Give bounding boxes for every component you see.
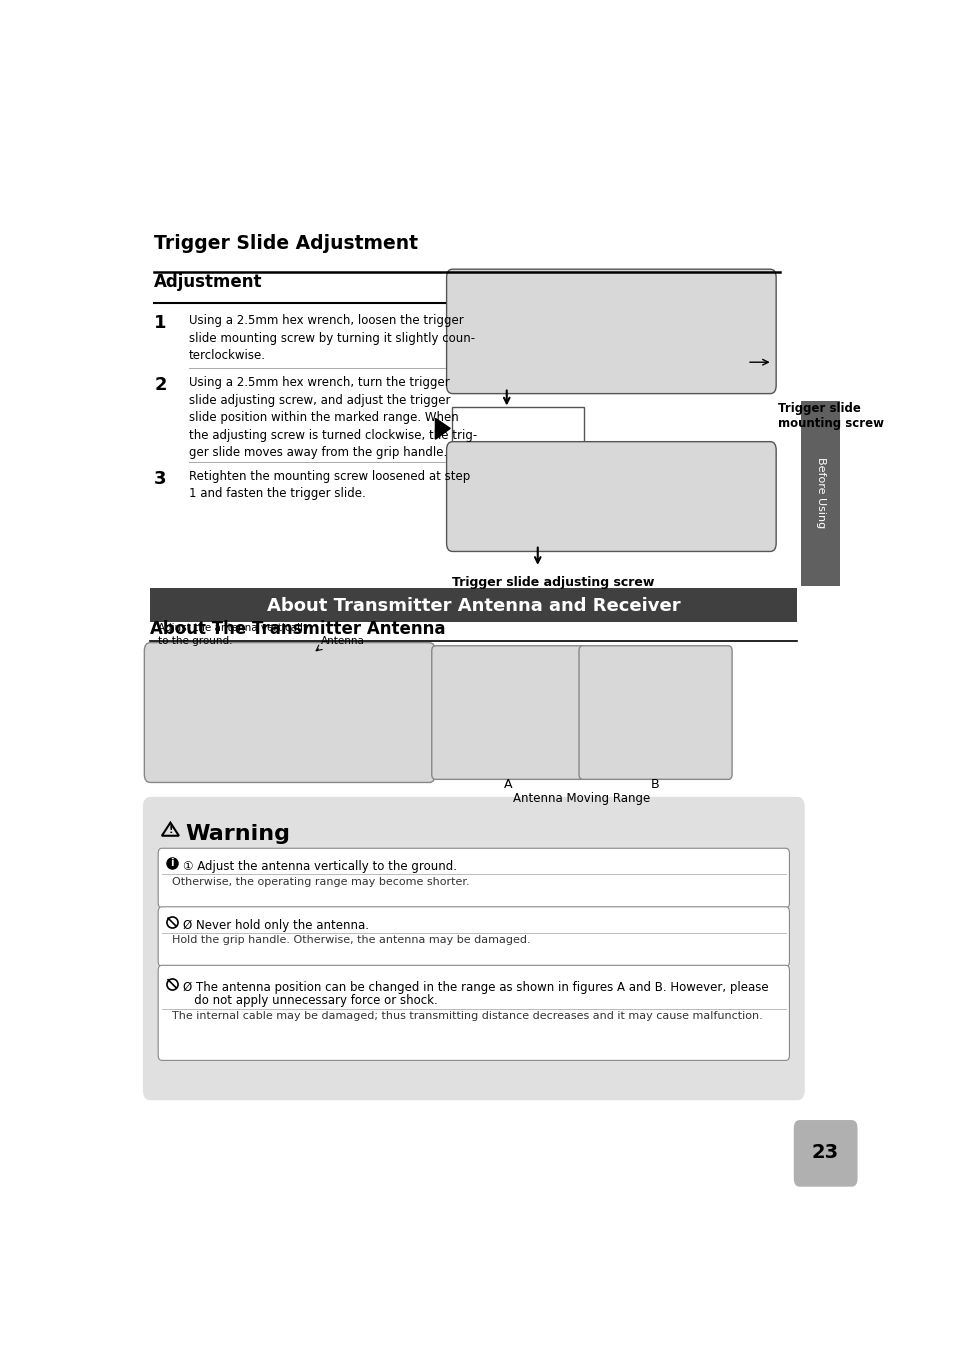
Text: Warning: Warning xyxy=(185,825,290,844)
Text: Ø Never hold only the antenna.: Ø Never hold only the antenna. xyxy=(183,919,369,931)
Text: B: B xyxy=(651,778,659,791)
Text: Before Using: Before Using xyxy=(815,458,824,529)
Text: Antenna Moving Range: Antenna Moving Range xyxy=(513,792,650,805)
Text: The internal cable may be damaged; thus transmitting distance decreases and it m: The internal cable may be damaged; thus … xyxy=(172,1011,761,1022)
Text: Otherwise, the operating range may become shorter.: Otherwise, the operating range may becom… xyxy=(172,876,469,887)
Text: About Transmitter Antenna and Receiver: About Transmitter Antenna and Receiver xyxy=(266,597,679,614)
FancyBboxPatch shape xyxy=(158,848,789,909)
FancyBboxPatch shape xyxy=(432,645,584,779)
Text: About The Transmitter Antenna: About The Transmitter Antenna xyxy=(150,620,445,637)
Text: ① Adjust the antenna vertically to the ground.: ① Adjust the antenna vertically to the g… xyxy=(183,860,456,872)
Text: do not apply unnecessary force or shock.: do not apply unnecessary force or shock. xyxy=(183,995,437,1007)
Text: Trigger Slide Adjustment: Trigger Slide Adjustment xyxy=(154,234,417,252)
FancyBboxPatch shape xyxy=(158,907,789,967)
Text: 2: 2 xyxy=(154,377,167,394)
Text: Ø The antenna position can be changed in the range as shown in figures A and B. : Ø The antenna position can be changed in… xyxy=(183,980,767,994)
Text: Retighten the mounting screw loosened at step
1 and fasten the trigger slide.: Retighten the mounting screw loosened at… xyxy=(189,470,470,501)
Polygon shape xyxy=(435,418,450,439)
Text: Antenna: Antenna xyxy=(320,636,364,645)
Bar xyxy=(150,587,797,622)
Bar xyxy=(452,406,583,451)
FancyBboxPatch shape xyxy=(144,643,435,783)
Text: Using a 2.5mm hex wrench, loosen the trigger
slide mounting screw by turning it : Using a 2.5mm hex wrench, loosen the tri… xyxy=(189,315,475,362)
Text: Using a 2.5mm hex wrench, turn the trigger
slide adjusting screw, and adjust the: Using a 2.5mm hex wrench, turn the trigg… xyxy=(189,377,476,459)
Text: Trigger slide adjusting screw: Trigger slide adjusting screw xyxy=(452,576,654,589)
FancyBboxPatch shape xyxy=(143,796,804,1100)
Text: Adjustment: Adjustment xyxy=(154,273,262,292)
Bar xyxy=(801,401,840,586)
FancyBboxPatch shape xyxy=(793,1120,857,1187)
Text: i: i xyxy=(170,857,173,868)
Text: Trigger slide
mounting screw: Trigger slide mounting screw xyxy=(778,402,883,431)
Text: !: ! xyxy=(168,825,172,834)
Text: Hold the grip handle. Otherwise, the antenna may be damaged.: Hold the grip handle. Otherwise, the ant… xyxy=(172,936,530,945)
FancyBboxPatch shape xyxy=(578,645,731,779)
FancyBboxPatch shape xyxy=(158,965,789,1060)
FancyBboxPatch shape xyxy=(446,441,776,551)
Text: Adjust the antenna vertically
to the ground.: Adjust the antenna vertically to the gro… xyxy=(158,624,309,645)
Text: 3: 3 xyxy=(154,470,167,487)
Text: A: A xyxy=(503,778,512,791)
Text: 23: 23 xyxy=(811,1143,838,1162)
FancyBboxPatch shape xyxy=(446,269,776,394)
Text: 1: 1 xyxy=(154,315,167,332)
